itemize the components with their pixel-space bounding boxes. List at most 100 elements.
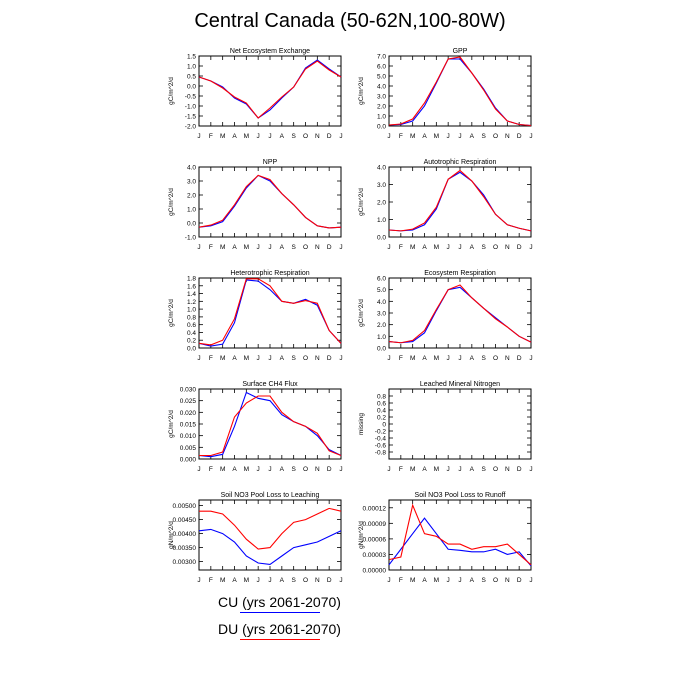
x-tick-label: A: [232, 355, 237, 362]
x-tick-label: O: [493, 466, 498, 473]
y-tick-label: 7.0: [377, 54, 386, 61]
x-tick-label: J: [387, 355, 390, 362]
x-tick-label: J: [197, 133, 200, 140]
x-tick-label: D: [327, 355, 332, 362]
panel-title: NPP: [263, 159, 278, 166]
x-tick-label: A: [232, 133, 237, 140]
x-tick-label: A: [470, 577, 475, 584]
panel-title: Soil NO3 Pool Loss to Runoff: [415, 492, 506, 499]
y-tick-label: 0.010: [180, 433, 197, 440]
x-tick-label: M: [220, 466, 225, 473]
x-tick-label: O: [303, 466, 308, 473]
x-tick-label: J: [268, 355, 271, 362]
y-tick-label: 0.015: [180, 422, 197, 429]
x-tick-label: J: [197, 577, 200, 584]
plot-frame: [388, 55, 532, 127]
x-tick-label: O: [303, 577, 308, 584]
y-tick-label: 2.0: [377, 322, 386, 329]
x-tick-label: N: [505, 577, 510, 584]
x-tick-label: J: [197, 466, 200, 473]
series-line-cu: [388, 517, 532, 567]
x-tick-label: J: [257, 244, 260, 251]
series-line-cu: [198, 279, 342, 347]
x-tick-label: J: [257, 466, 260, 473]
x-tick-label: A: [280, 244, 285, 251]
x-tick-label: S: [291, 355, 296, 362]
panel-title: Heterotrophic Respiration: [230, 270, 309, 277]
x-tick-label: J: [257, 355, 260, 362]
x-tick-label: J: [339, 244, 342, 251]
plot-frame: [198, 499, 342, 571]
x-tick-label: O: [493, 133, 498, 140]
x-tick-label: M: [244, 355, 249, 362]
y-tick-label: 0.005: [180, 445, 197, 452]
y-axis-label: gC/m^2/d: [168, 410, 175, 438]
x-tick-label: J: [387, 466, 390, 473]
y-tick-label: 0.0: [187, 221, 196, 228]
y-axis-label: gC/m^2/d: [358, 299, 365, 327]
x-tick-label: N: [315, 244, 320, 251]
x-tick-label: A: [470, 133, 475, 140]
y-tick-label: 4.0: [377, 165, 386, 172]
x-tick-label: J: [268, 133, 271, 140]
y-tick-label: 4.0: [187, 165, 196, 172]
x-tick-label: S: [481, 577, 486, 584]
y-tick-label: 3.0: [377, 182, 386, 189]
x-tick-label: M: [244, 244, 249, 251]
panel-title: Autotrophic Respiration: [424, 159, 497, 166]
series-line-cu: [198, 391, 342, 458]
y-tick-label: 0.00006: [363, 536, 387, 543]
x-tick-label: S: [481, 244, 486, 251]
x-tick-label: A: [232, 244, 237, 251]
y-tick-label: 5.0: [377, 74, 386, 81]
x-tick-label: F: [399, 133, 403, 140]
panel-title: GPP: [453, 48, 468, 55]
y-tick-label: 4.0: [377, 299, 386, 306]
y-tick-label: 0.8: [377, 394, 386, 401]
y-tick-label: 1.4: [187, 291, 196, 298]
x-tick-label: A: [280, 133, 285, 140]
x-tick-label: S: [291, 466, 296, 473]
y-tick-label: 5.0: [377, 287, 386, 294]
x-tick-label: O: [493, 355, 498, 362]
x-tick-label: N: [505, 355, 510, 362]
x-tick-label: M: [434, 466, 439, 473]
y-tick-label: -1.0: [185, 235, 197, 242]
series-line-du: [388, 284, 532, 344]
x-tick-label: J: [458, 577, 461, 584]
series-line-cu: [198, 174, 342, 229]
x-tick-label: J: [458, 244, 461, 251]
x-tick-label: A: [280, 355, 285, 362]
x-tick-label: J: [257, 133, 260, 140]
y-tick-label: 3.0: [377, 311, 386, 318]
x-tick-label: A: [422, 577, 427, 584]
x-tick-label: O: [303, 355, 308, 362]
x-tick-label: S: [291, 133, 296, 140]
x-tick-label: J: [339, 577, 342, 584]
x-tick-label: A: [280, 577, 285, 584]
x-tick-label: N: [315, 577, 320, 584]
y-axis-label: gC/m^2/d: [168, 299, 175, 327]
x-tick-label: M: [220, 244, 225, 251]
legend-line-cu: [240, 612, 320, 613]
y-tick-label: 1.0: [377, 217, 386, 224]
x-tick-label: J: [447, 133, 450, 140]
y-tick-label: 0.00009: [363, 521, 387, 528]
x-tick-label: M: [220, 355, 225, 362]
x-tick-label: N: [505, 133, 510, 140]
y-tick-label: 0.00000: [363, 568, 387, 575]
y-tick-label: 1.0: [377, 114, 386, 121]
x-tick-label: D: [327, 466, 332, 473]
legend-line-du: [240, 639, 320, 640]
x-tick-label: N: [505, 244, 510, 251]
x-tick-label: D: [327, 244, 332, 251]
x-tick-label: J: [529, 133, 532, 140]
y-tick-label: 3.0: [187, 179, 196, 186]
y-tick-label: -0.8: [375, 450, 387, 457]
y-tick-label: 1.0: [187, 207, 196, 214]
y-tick-label: 2.0: [377, 200, 386, 207]
x-tick-label: A: [280, 466, 285, 473]
plot-frame: [388, 388, 532, 460]
x-tick-label: S: [481, 355, 486, 362]
x-tick-label: O: [493, 577, 498, 584]
